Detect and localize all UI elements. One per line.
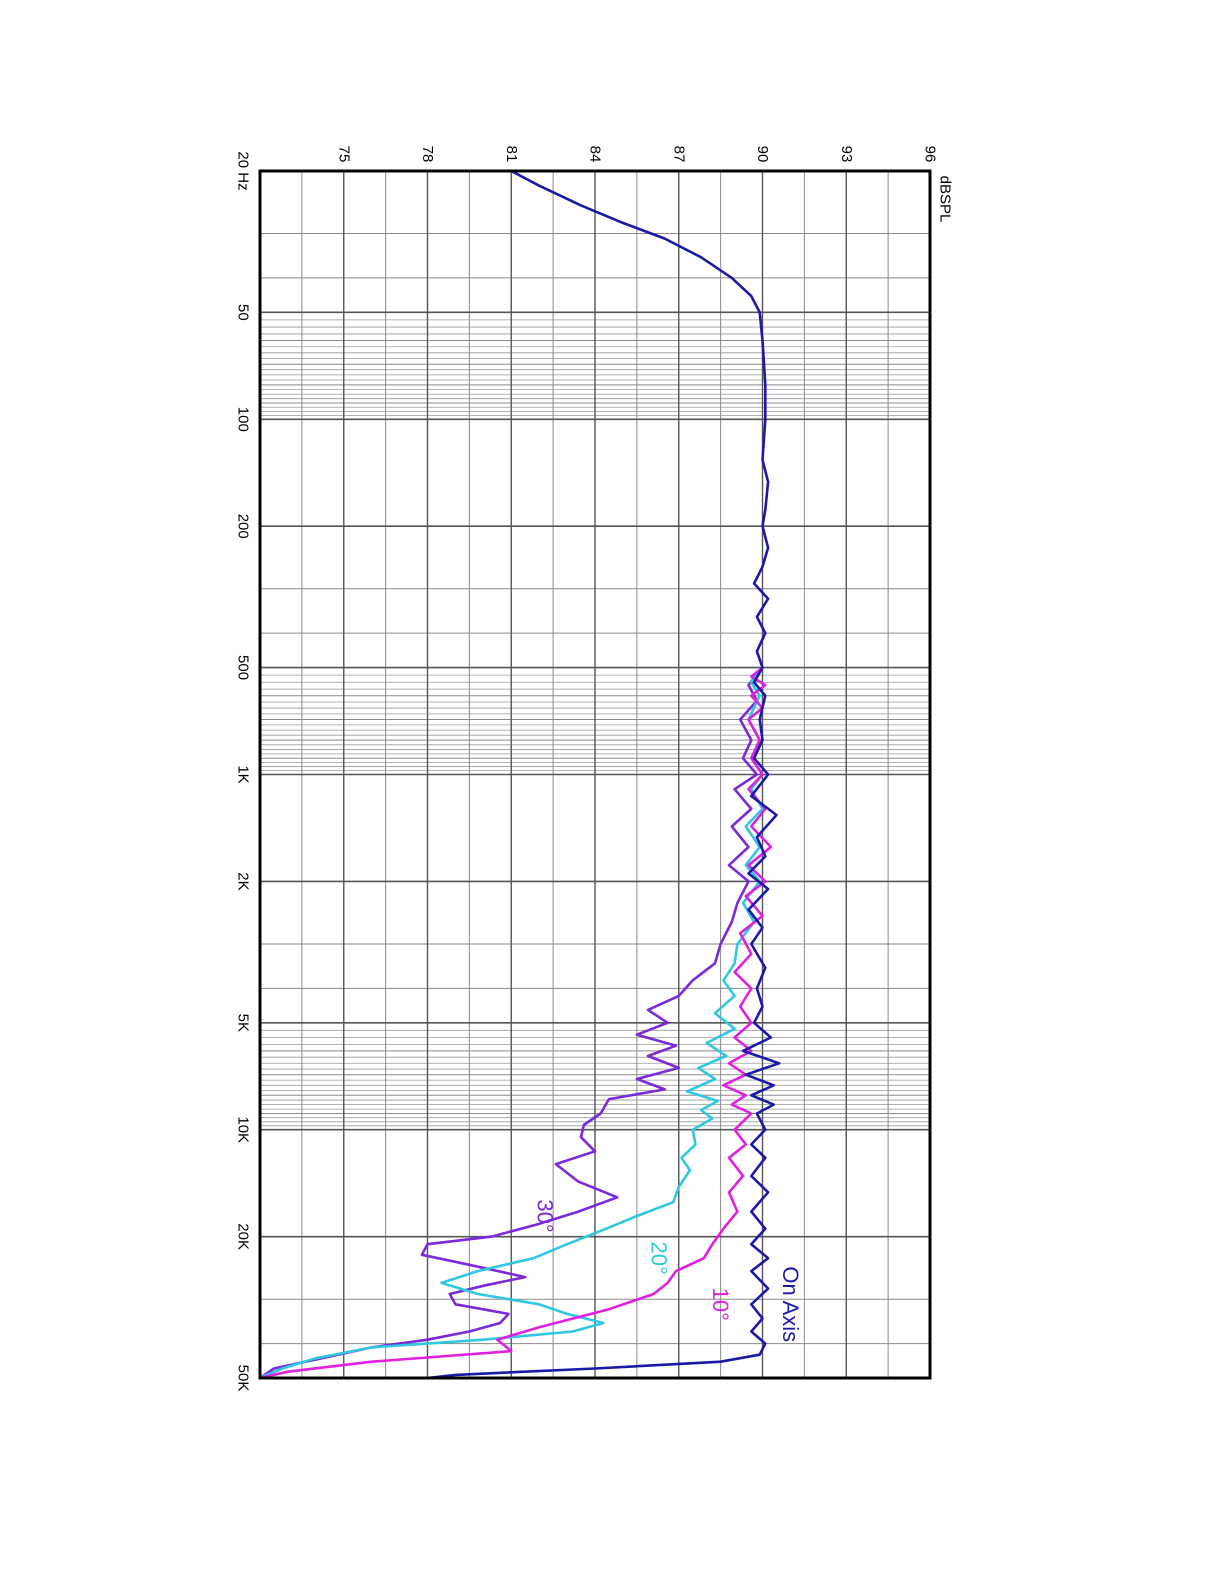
x-tick-label: 500 [235,655,252,680]
x-tick-label: 50K [235,1365,252,1392]
x-tick-label: 5K [235,1014,252,1032]
y-tick-label: 84 [587,146,604,163]
x-tick-label: 100 [235,407,252,432]
major-grid [260,171,930,1378]
series-line-30 [259,666,764,1380]
x-tick-label: 200 [235,514,252,539]
series-annotation: On Axis [778,1266,803,1342]
y-tick-label: 90 [754,146,771,163]
y-unit-text: dBSPL [937,176,954,223]
y-tick-label: 75 [335,146,352,163]
series-layer [259,169,781,1380]
series-annotation: 30° [532,1199,557,1232]
y-tick-label: 81 [503,146,520,163]
x-tick-label: 20 Hz [235,151,252,190]
y-unit-label: dBSPL [937,176,954,223]
x-tick-label: 10K [235,1116,252,1143]
y-tick-label: 96 [922,146,939,163]
x-tick-labels: 20 Hz 50 100 200 500 1K 2K 5K 10K 20K 50K [235,151,252,1391]
plot-frame [258,169,932,1380]
series-labels: On Axis 10° 20° 30° [532,1199,803,1342]
y-tick-label: 78 [419,146,436,163]
x-tick-label: 1K [235,765,252,783]
series-line-10 [259,666,773,1380]
series-line-on-axis [427,169,781,1380]
series-line-20 [259,666,764,1380]
y-tick-labels: 75 78 81 84 87 90 93 96 [335,146,938,163]
series-annotation: 10° [708,1288,733,1321]
x-tick-label: 20K [235,1223,252,1250]
series-annotation: 20° [647,1242,672,1275]
y-tick-label: 93 [838,146,855,163]
x-tick-label: 2K [235,872,252,890]
x-tick-label: 50 [235,304,252,321]
y-tick-label: 87 [670,146,687,163]
